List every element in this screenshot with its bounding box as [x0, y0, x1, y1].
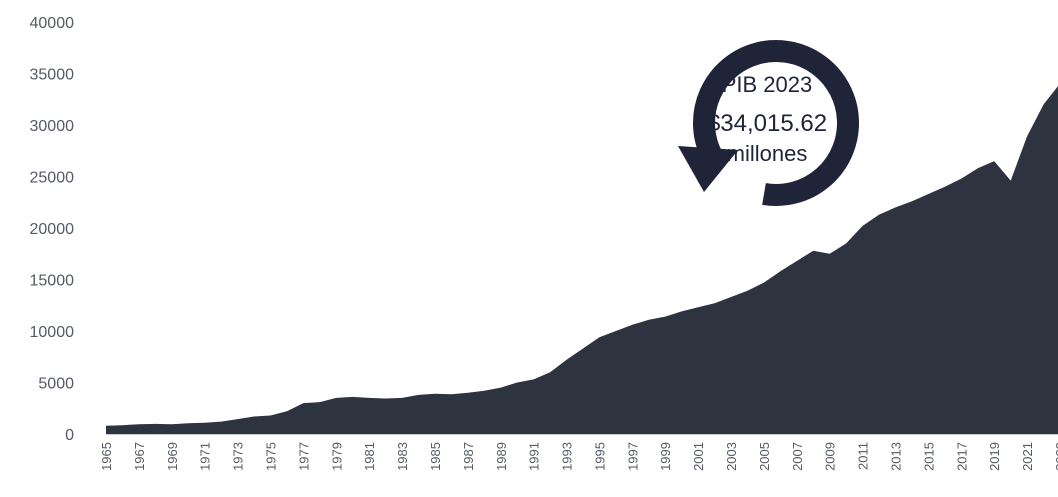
x-tick-label: 1999: [658, 442, 673, 471]
x-tick-label: 1997: [625, 442, 640, 471]
y-tick-label: 20000: [30, 221, 75, 238]
pib-2023-annotation: PIB 2023 $34,015.62 millones: [678, 40, 859, 206]
x-tick-label: 1993: [560, 442, 575, 471]
x-tick-label: 2013: [889, 442, 904, 471]
y-tick-label: 0: [65, 427, 74, 444]
x-tick-label: 2001: [691, 442, 706, 471]
x-tick-label: 2023: [1053, 442, 1058, 471]
series-area: [106, 86, 1058, 434]
x-tick-label: 1989: [494, 442, 509, 471]
x-tick-label: 1975: [264, 442, 279, 471]
x-tick-label: 1965: [99, 442, 114, 471]
x-tick-label: 2017: [954, 442, 969, 471]
x-tick-label: 1991: [527, 442, 542, 471]
y-axis: 0 5000 10000 15000 20000 25000 30000 35000 40000: [30, 15, 75, 444]
y-tick-label: 10000: [30, 324, 75, 341]
x-tick-label: 2003: [724, 442, 739, 471]
refresh-ring-icon: [693, 40, 859, 206]
x-tick-label: 1995: [592, 442, 607, 471]
annotation-label: PIB 2023: [722, 72, 813, 97]
x-tick-label: 1967: [132, 442, 147, 471]
plot-area: [106, 86, 1058, 435]
x-axis: 1965 1967 1969 1971 1973 1975 1977 1979 1981 1983…: [99, 442, 1058, 471]
x-tick-label: 1979: [329, 442, 344, 471]
x-tick-label: 2015: [921, 442, 936, 471]
y-tick-label: 35000: [30, 67, 75, 84]
x-tick-label: 2007: [790, 442, 805, 471]
x-tick-label: 2011: [856, 442, 871, 470]
refresh-arrowhead-icon: [678, 146, 738, 192]
x-tick-label: 2005: [757, 442, 772, 471]
x-tick-label: 1973: [231, 442, 246, 471]
x-tick-label: 1987: [461, 442, 476, 471]
annotation-value: $34,015.62: [707, 110, 827, 137]
y-tick-label: 40000: [30, 15, 75, 32]
y-tick-label: 25000: [30, 170, 75, 187]
x-tick-label: 1985: [428, 442, 443, 471]
y-tick-label: 15000: [30, 273, 75, 290]
y-tick-label: 5000: [38, 376, 74, 393]
x-tick-label: 1983: [395, 442, 410, 471]
x-tick-label: 1981: [362, 442, 377, 471]
y-tick-label: 30000: [30, 118, 75, 135]
x-tick-label: 2021: [1020, 442, 1035, 471]
x-tick-label: 1969: [165, 442, 180, 471]
x-tick-label: 1977: [296, 442, 311, 471]
x-tick-label: 2009: [823, 442, 838, 471]
x-tick-label: 1971: [198, 442, 213, 471]
x-tick-label: 2019: [987, 442, 1002, 471]
annotation-unit: millones: [727, 141, 808, 166]
